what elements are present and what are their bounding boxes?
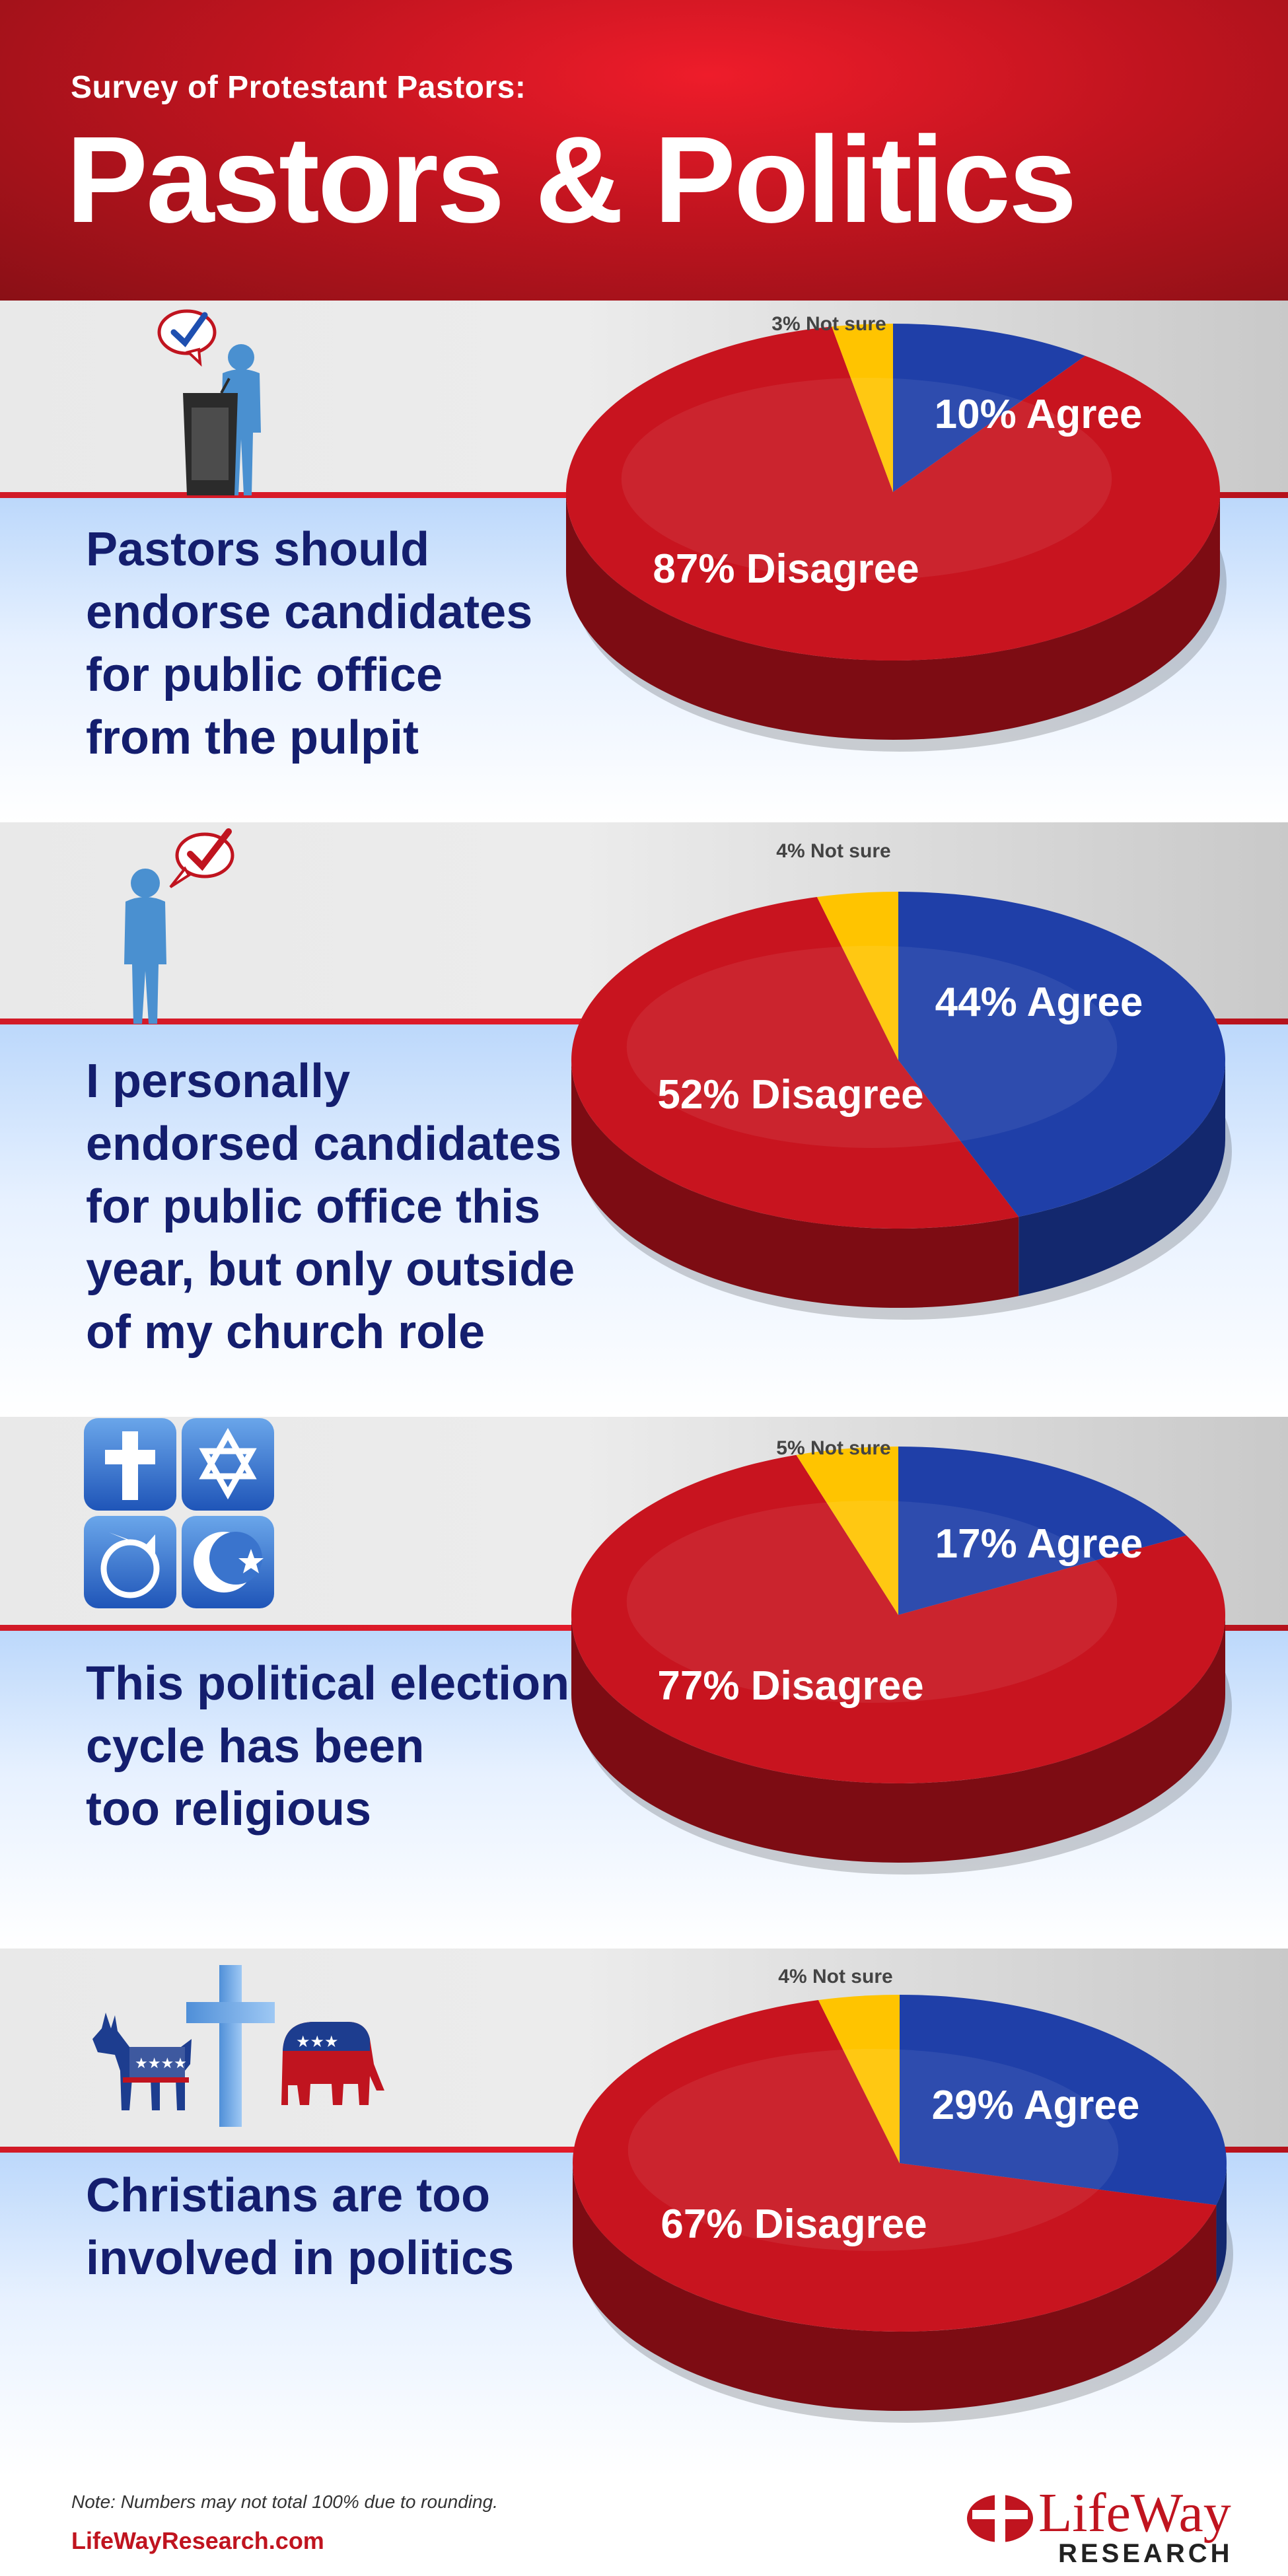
person-with-checkmark-icon	[99, 822, 258, 1027]
pie-chart: 5% Not sure 17% Agree 77% Disagree	[571, 1437, 1232, 1875]
donkey-icon: ★★★★	[92, 2013, 192, 2110]
statement-text: Pastors should endorse candidates for pu…	[86, 523, 533, 764]
pie-chart: 4% Not sure 29% Agree 67% Disagree	[573, 1966, 1233, 2423]
side-wall-agree	[1019, 1060, 1225, 1297]
statement-text: Christians are too involved in politics	[86, 2169, 515, 2285]
star-of-david-tile	[182, 1418, 274, 1511]
side-wall-disagree	[573, 2163, 1217, 2411]
pie-highlight	[626, 946, 1118, 1148]
page-title: Pastors & Politics	[66, 112, 1077, 248]
label-not-sure: 4% Not sure	[776, 840, 890, 862]
pie-slices	[571, 892, 1232, 1320]
panel-too-religious: This political election cycle has been t…	[0, 1417, 1288, 1949]
pie-chart: 4% Not sure 44% Agree 52% Disagree	[571, 840, 1232, 1320]
slice-not-sure	[816, 892, 898, 1060]
side-wall-disagree	[571, 1060, 1019, 1308]
slice-disagree	[566, 326, 1220, 661]
label-agree: 10% Agree	[935, 392, 1143, 437]
lifeway-research-logo: LifeWay RESEARCH	[966, 2484, 1256, 2569]
side-wall-disagree	[566, 492, 1220, 740]
label-not-sure: 5% Not sure	[776, 1437, 890, 1459]
logo-subtitle: RESEARCH	[1058, 2539, 1233, 2568]
religious-symbols-icon	[83, 1417, 281, 1615]
label-disagree: 67% Disagree	[661, 2201, 927, 2247]
panel-too-involved: ★★★★ ★★★ Christians are too involved in …	[0, 1949, 1288, 2477]
pie-slices	[571, 1447, 1232, 1875]
header-banner: Survey of Protestant Pastors: Pastors & …	[0, 0, 1288, 301]
pastor-at-pulpit-with-checkmark-icon	[149, 301, 294, 499]
logo-name: LifeWay	[1038, 2482, 1231, 2544]
pie-highlight	[621, 378, 1112, 580]
slice-agree	[893, 324, 1085, 492]
label-agree: 17% Agree	[935, 1521, 1143, 1567]
pie-highlight	[626, 1501, 1118, 1703]
slice-not-sure	[832, 324, 893, 492]
slice-disagree	[571, 1454, 1226, 1783]
label-not-sure: 3% Not sure	[771, 313, 886, 335]
slice-agree	[900, 1995, 1227, 2205]
elephant-icon: ★★★	[281, 2022, 384, 2105]
pie-slices	[573, 1995, 1233, 2423]
statement-text: This political election cycle has been t…	[86, 1657, 570, 1836]
cross-icon	[186, 1965, 275, 2127]
panel-pulpit-endorsement: Pastors should endorse candidates for pu…	[0, 301, 1288, 822]
slice-disagree	[573, 2000, 1217, 2332]
slice-agree	[898, 892, 1226, 1217]
label-not-sure: 4% Not sure	[778, 1966, 892, 1987]
svg-text:★★★: ★★★	[296, 2032, 339, 2051]
rounding-note: Note: Numbers may not total 100% due to …	[71, 2491, 498, 2512]
donkey-cross-elephant-icon: ★★★★ ★★★	[86, 1965, 390, 2130]
slice-disagree	[571, 897, 1019, 1229]
pie-highlight	[627, 2049, 1119, 2251]
slice-not-sure	[818, 1995, 900, 2163]
label-disagree: 77% Disagree	[657, 1663, 923, 1709]
side-wall-disagree	[571, 1615, 1225, 1863]
slice-not-sure	[796, 1447, 898, 1615]
pie-slices	[566, 324, 1227, 752]
panel-personal-endorsement: I personally endorsed candidates for pub…	[0, 822, 1288, 1417]
label-disagree: 52% Disagree	[657, 1072, 923, 1118]
side-wall-agree	[1216, 2163, 1227, 2285]
slice-agree	[898, 1447, 1187, 1615]
pie-chart: 3% Not sure 10% Agree 87% Disagree	[566, 313, 1227, 752]
lifeway-logo-mark	[967, 2491, 1033, 2546]
svg-text:★★★★: ★★★★	[135, 2056, 187, 2072]
survey-subtitle: Survey of Protestant Pastors:	[71, 70, 526, 105]
label-disagree: 87% Disagree	[653, 546, 919, 592]
statement-text: I personally endorsed candidates for pub…	[86, 1055, 575, 1359]
source-url[interactable]: LifeWayResearch.com	[71, 2527, 324, 2554]
label-agree: 44% Agree	[935, 980, 1143, 1025]
label-agree: 29% Agree	[932, 2083, 1140, 2128]
